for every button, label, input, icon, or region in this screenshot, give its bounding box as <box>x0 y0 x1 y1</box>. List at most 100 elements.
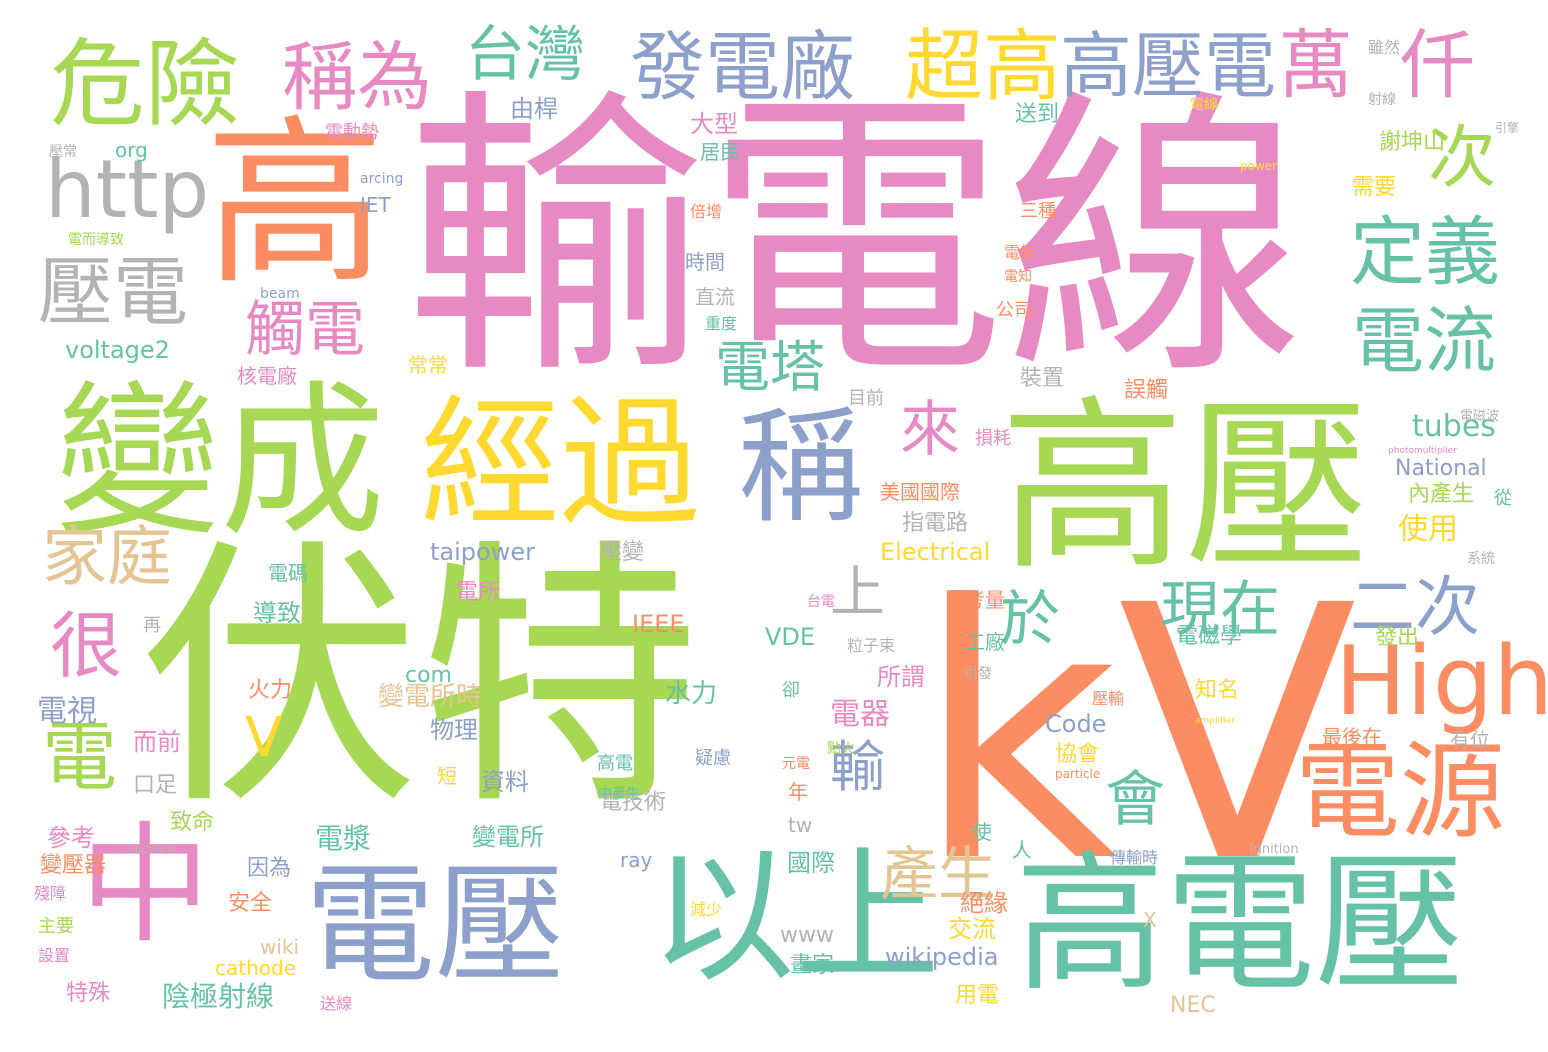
cloud-word: wikipedia <box>885 943 999 971</box>
cloud-word: 指電路 <box>902 511 969 536</box>
cloud-word: National <box>1395 456 1487 481</box>
cloud-word: 會 <box>1105 765 1165 835</box>
cloud-word: 物理 <box>430 716 478 744</box>
cloud-word: 水力 <box>665 679 718 709</box>
cloud-word: http <box>45 143 210 236</box>
cloud-word: 電技術 <box>600 790 667 815</box>
cloud-word: amplifier <box>1195 716 1235 726</box>
cloud-word: 壓電 <box>38 248 189 336</box>
cloud-word: 因為 <box>247 856 292 881</box>
cloud-word: 高電 <box>597 753 633 774</box>
cloud-word: 三種 <box>1020 201 1056 222</box>
cloud-word: wiki <box>260 935 300 959</box>
cloud-word: 公司 <box>996 300 1032 321</box>
cloud-word: 用電 <box>955 983 1000 1008</box>
cloud-word: 短 <box>437 764 457 788</box>
cloud-word: 雖然 <box>1368 38 1401 57</box>
cloud-word: 於 <box>1000 585 1060 655</box>
cloud-word: 誤觸 <box>1124 378 1169 403</box>
cloud-word: 直流 <box>695 285 735 309</box>
cloud-word: 電 <box>42 713 118 801</box>
cloud-word: 伏特 <box>140 517 700 843</box>
cloud-word: 變電所 <box>472 823 544 851</box>
cloud-word: X <box>1143 908 1157 932</box>
cloud-word: 發出 <box>1375 625 1420 650</box>
cloud-word: 電磁學 <box>1176 624 1243 649</box>
cloud-word: 疑慮 <box>695 748 731 769</box>
cloud-word: 粒子束 <box>847 636 896 655</box>
cloud-word: 核電廠 <box>237 364 297 388</box>
cloud-word: 電而導致 <box>68 232 124 248</box>
cloud-word: 從 <box>1494 488 1512 509</box>
cloud-word: tubes <box>1412 409 1496 444</box>
cloud-word: 火力 <box>248 678 293 703</box>
cloud-word: 電動勢 <box>325 122 379 143</box>
cloud-word: 使 <box>972 820 992 844</box>
cloud-word: 傳輸時 <box>1110 848 1159 867</box>
cloud-word: 中產生 <box>598 786 640 802</box>
cloud-word: 考量 <box>965 588 1005 612</box>
cloud-word: 年 <box>788 780 808 804</box>
cloud-word: 電壓 <box>305 849 566 1001</box>
cloud-word: 送到 <box>1015 102 1060 127</box>
cloud-word: kV <box>915 531 1358 939</box>
cloud-word: High <box>1335 627 1548 737</box>
cloud-word: 再 <box>143 615 161 636</box>
cloud-word: 陰極射線 <box>162 980 275 1013</box>
cloud-word: 射線 <box>1368 92 1396 108</box>
cloud-word: arcing <box>360 171 404 187</box>
cloud-word: Code <box>1045 710 1107 738</box>
cloud-word: ray <box>620 848 653 872</box>
cloud-word: 很 <box>50 604 123 688</box>
cloud-word: 電漿 <box>315 822 372 855</box>
cloud-word: 抗議 <box>617 678 657 702</box>
cloud-word: 最後在 <box>1322 725 1382 749</box>
cloud-word: com <box>405 663 452 688</box>
cloud-word: 絕緣 <box>960 889 1008 917</box>
cloud-word: VDE <box>765 623 816 651</box>
cloud-word: 交流 <box>948 915 996 943</box>
cloud-word: 電線 <box>1190 97 1218 113</box>
cloud-word: IEEE <box>632 610 685 638</box>
cloud-word: 電碼 <box>268 561 308 585</box>
cloud-word: 使用 <box>1398 512 1458 547</box>
cloud-word: Electrical <box>880 538 991 566</box>
cloud-word: 電磁波 <box>1460 409 1500 424</box>
cloud-word: 仟 <box>1400 21 1476 109</box>
cloud-word: beam <box>260 286 300 302</box>
cloud-word: 而前 <box>133 728 181 756</box>
cloud-word: 美國國際 <box>880 480 960 504</box>
cloud-word: 稱為 <box>282 33 433 121</box>
cloud-word: 產生 <box>880 840 997 908</box>
cloud-word: voltage2 <box>65 336 170 364</box>
cloud-word: 協會 <box>1055 742 1100 767</box>
cloud-word: 口足 <box>133 773 178 798</box>
cloud-word: 定義 <box>1350 208 1501 296</box>
cloud-word: 台電 <box>807 594 835 610</box>
cloud-word: 資料 <box>481 768 529 796</box>
cloud-word: 謝坤山 <box>1379 130 1446 155</box>
cloud-word: 上 <box>830 560 886 624</box>
cloud-word: 次 <box>1428 119 1497 198</box>
cloud-word: 壓變 <box>600 540 645 565</box>
cloud-word: 二次 <box>1350 570 1481 645</box>
cloud-word: 特殊 <box>66 981 111 1006</box>
cloud-word: 壓輸 <box>1092 689 1125 708</box>
cloud-word: 高壓 <box>1000 379 1370 595</box>
cloud-word: V <box>245 705 283 769</box>
cloud-word: 系統 <box>1467 551 1495 567</box>
cloud-word: ignition <box>1250 842 1299 857</box>
cloud-word: 壓常 <box>49 144 77 160</box>
cloud-word: 中 <box>80 809 211 961</box>
cloud-word: 發電廠 <box>630 23 856 111</box>
cloud-word: 常常 <box>408 353 448 377</box>
cloud-word: 設置 <box>38 946 71 965</box>
cloud-word: 導致 <box>253 599 301 627</box>
cloud-word: 損耗 <box>975 428 1011 449</box>
cloud-word: 超高 <box>905 22 1062 112</box>
cloud-word: 安全 <box>228 891 273 916</box>
cloud-word: 參考 <box>47 824 95 852</box>
cloud-word: 輸 <box>830 735 886 799</box>
cloud-word: 送線 <box>320 994 353 1013</box>
cloud-word: 時間 <box>685 250 725 274</box>
